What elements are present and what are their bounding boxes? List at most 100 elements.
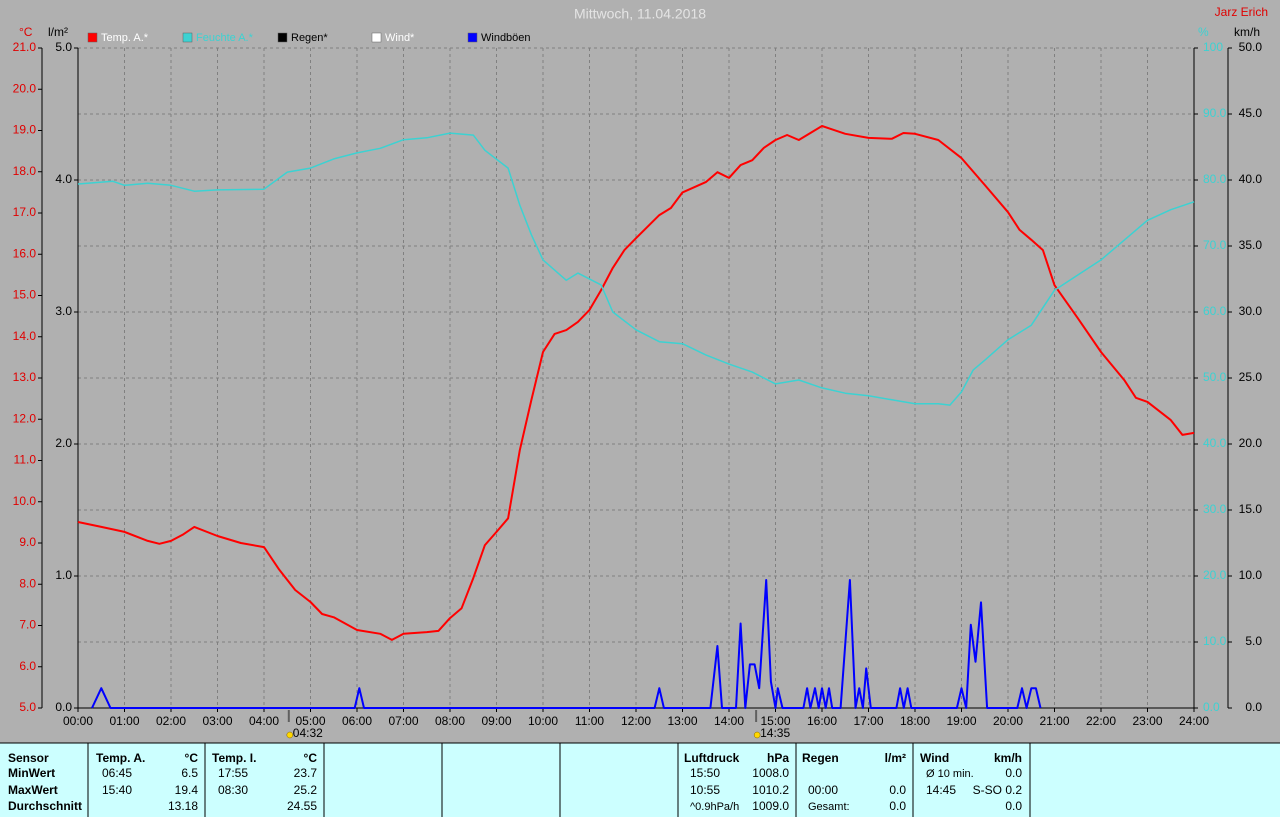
y2-tick-label: 70.0 bbox=[1203, 238, 1227, 252]
x-tick-label: 01:00 bbox=[109, 714, 139, 728]
legend-swatch bbox=[371, 32, 382, 43]
cell-value: 1010.2 bbox=[752, 783, 789, 797]
y4-tick-label: 35.0 bbox=[1239, 238, 1263, 252]
y4-tick-label: 50.0 bbox=[1239, 40, 1263, 54]
y-tick-label: 17.0 bbox=[13, 205, 37, 219]
y4-tick-label: 15.0 bbox=[1239, 502, 1263, 516]
y3-tick-label: 0.0 bbox=[55, 700, 72, 714]
cell-value: 6.5 bbox=[181, 766, 198, 780]
y4-tick-label: 20.0 bbox=[1239, 436, 1263, 450]
y2-tick-label: 90.0 bbox=[1203, 106, 1227, 120]
row-label: Sensor bbox=[8, 751, 49, 765]
x-tick-label: 04:00 bbox=[249, 714, 279, 728]
y3-tick-label: 2.0 bbox=[55, 436, 72, 450]
y4-tick-label: 0.0 bbox=[1245, 700, 1262, 714]
cell-value: 1009.0 bbox=[752, 799, 789, 813]
y4-tick-label: 40.0 bbox=[1239, 172, 1263, 186]
y-tick-label: 10.0 bbox=[13, 494, 37, 508]
x-tick-label: 22:00 bbox=[1086, 714, 1116, 728]
cell-time: 10:55 bbox=[690, 783, 720, 797]
cell-value: 25.2 bbox=[294, 783, 318, 797]
y-tick-label: 15.0 bbox=[13, 288, 37, 302]
y-tick-label: 18.0 bbox=[13, 164, 37, 178]
y-tick-label: 12.0 bbox=[13, 411, 37, 425]
cell-value: 19.4 bbox=[175, 783, 199, 797]
legend-label: Temp. A.* bbox=[101, 32, 149, 44]
y-tick-label: 19.0 bbox=[13, 123, 37, 137]
x-tick-label: 05:00 bbox=[295, 714, 325, 728]
x-tick-label: 18:00 bbox=[900, 714, 930, 728]
cell-time: 15:50 bbox=[690, 766, 720, 780]
row-label: Durchschnitt bbox=[8, 799, 82, 813]
y4-tick-label: 45.0 bbox=[1239, 106, 1263, 120]
legend-swatch bbox=[87, 32, 98, 43]
y-tick-label: 13.0 bbox=[13, 370, 37, 384]
x-tick-label: 10:00 bbox=[528, 714, 558, 728]
group-name: Luftdruck bbox=[684, 751, 740, 765]
cell-time: ^0.9hPa/h bbox=[690, 801, 739, 813]
table-dividers bbox=[87, 743, 1031, 817]
chart-title: Mittwoch, 11.04.2018 bbox=[574, 6, 706, 22]
y-unit: °C bbox=[19, 25, 33, 39]
y2-tick-label: 20.0 bbox=[1203, 568, 1227, 582]
y2-tick-label: 10.0 bbox=[1203, 634, 1227, 648]
x-tick-label: 23:00 bbox=[1132, 714, 1162, 728]
x-tick-label: 00:00 bbox=[63, 714, 93, 728]
cell-time: 08:30 bbox=[218, 783, 248, 797]
annotation-icon bbox=[753, 731, 761, 739]
y2-unit: % bbox=[1198, 25, 1209, 39]
background bbox=[0, 0, 1280, 743]
x-tick-label: 14:00 bbox=[714, 714, 744, 728]
group-name: Regen bbox=[802, 751, 839, 765]
series-line bbox=[77, 125, 1195, 641]
x-tick-label: 16:00 bbox=[807, 714, 837, 728]
y-tick-label: 20.0 bbox=[13, 81, 37, 95]
cell-value: 0.0 bbox=[1005, 766, 1022, 780]
y2-tick-label: 60.0 bbox=[1203, 304, 1227, 318]
x-tick-label: 13:00 bbox=[667, 714, 697, 728]
cell-value: 0.0 bbox=[889, 783, 906, 797]
annotation-label: 14:35 bbox=[760, 726, 790, 740]
y2-tick-label: 80.0 bbox=[1203, 172, 1227, 186]
legend-label: Windböen bbox=[481, 32, 531, 44]
x-tick-label: 03:00 bbox=[202, 714, 232, 728]
x-tick-label: 02:00 bbox=[156, 714, 186, 728]
cell-time: 15:40 bbox=[102, 783, 132, 797]
y2-tick-label: 30.0 bbox=[1203, 502, 1227, 516]
row-label: MinWert bbox=[8, 766, 55, 780]
cell-value: 13.18 bbox=[168, 799, 198, 813]
group-unit: hPa bbox=[767, 751, 789, 765]
row-label: MaxWert bbox=[8, 783, 58, 797]
group-name: Temp. I. bbox=[212, 751, 256, 765]
legend-swatch bbox=[277, 32, 288, 43]
annotation-icon bbox=[286, 731, 294, 739]
cell-value: 0.0 bbox=[1005, 799, 1022, 813]
cell-time: 00:00 bbox=[808, 783, 838, 797]
legend-swatch bbox=[182, 32, 193, 43]
y3-tick-label: 1.0 bbox=[55, 568, 72, 582]
x-tick-label: 21:00 bbox=[1039, 714, 1069, 728]
y-tick-label: 9.0 bbox=[19, 535, 36, 549]
y2-tick-label: 50.0 bbox=[1203, 370, 1227, 384]
x-tick-label: 07:00 bbox=[388, 714, 418, 728]
x-tick-label: 20:00 bbox=[993, 714, 1023, 728]
cell-value: 24.55 bbox=[287, 799, 317, 813]
x-tick-label: 12:00 bbox=[621, 714, 651, 728]
x-tick-label: 09:00 bbox=[481, 714, 511, 728]
cell-time: Gesamt: bbox=[808, 801, 850, 813]
group-unit: °C bbox=[304, 751, 318, 765]
group-unit: °C bbox=[185, 751, 199, 765]
cell-value: S-SO 0.2 bbox=[973, 783, 1023, 797]
annotation-label: 04:32 bbox=[293, 726, 323, 740]
x-tick-label: 24:00 bbox=[1179, 714, 1209, 728]
y4-tick-label: 25.0 bbox=[1239, 370, 1263, 384]
legend-label: Feuchte A.* bbox=[196, 32, 254, 44]
y4-tick-label: 30.0 bbox=[1239, 304, 1263, 318]
x-tick-label: 08:00 bbox=[435, 714, 465, 728]
group-name: Temp. A. bbox=[96, 751, 145, 765]
x-tick-label: 06:00 bbox=[342, 714, 372, 728]
group-name: Wind bbox=[920, 751, 949, 765]
y2-tick-label: 0.0 bbox=[1203, 700, 1220, 714]
y3-unit: l/m² bbox=[48, 25, 68, 39]
